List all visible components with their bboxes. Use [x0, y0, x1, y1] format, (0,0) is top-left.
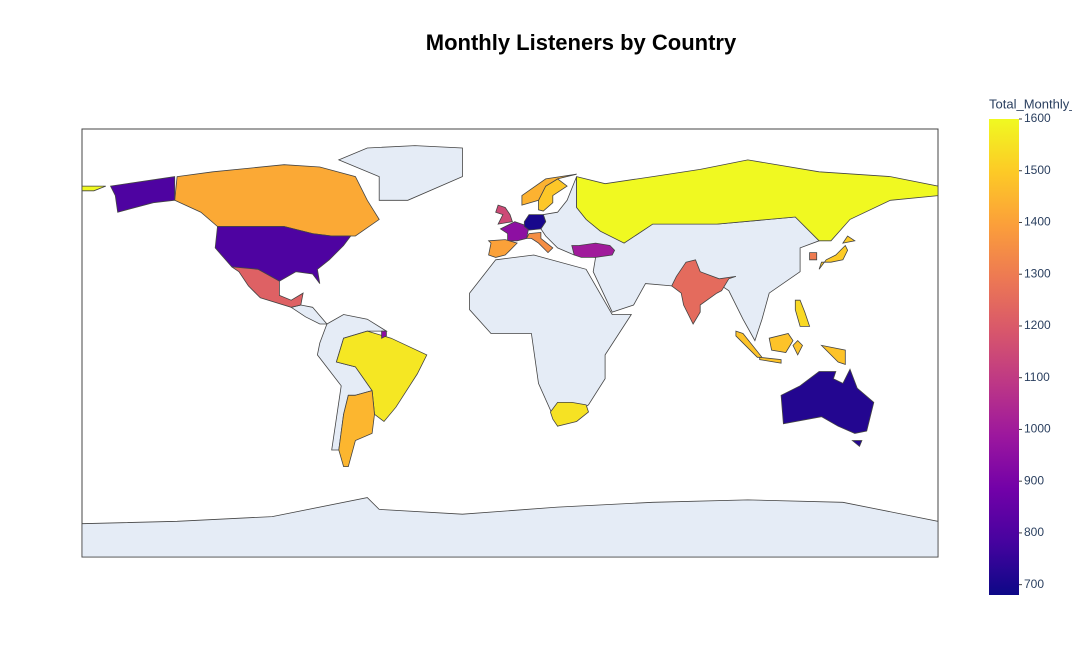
country: [174, 164, 380, 237]
country: [381, 221, 530, 339]
country: [521, 173, 577, 206]
colorbar-title: Total_Monthly_Listeners: [989, 96, 1072, 111]
country: [81, 159, 939, 244]
land: [81, 497, 939, 558]
country-layer: [81, 159, 939, 467]
country: [735, 330, 846, 365]
country: [549, 402, 589, 427]
colorbar-tick-label: 1400: [1024, 215, 1051, 229]
chart-title: Monthly Listeners by Country: [426, 30, 737, 55]
land: [337, 145, 463, 201]
country: [338, 390, 375, 467]
colorbar-tick-label: 1300: [1024, 266, 1051, 280]
country: [495, 204, 513, 225]
country: [487, 239, 518, 258]
country: [780, 368, 875, 448]
country: [523, 214, 547, 231]
land: [469, 254, 633, 427]
country: [571, 242, 616, 258]
colorbar-tick-label: 1000: [1024, 422, 1051, 436]
colorbar-tick-label: 900: [1024, 473, 1044, 487]
country: [809, 252, 818, 261]
country: [671, 259, 737, 325]
colorbar-tick-label: 1200: [1024, 318, 1051, 332]
colorbar-tick-label: 1500: [1024, 163, 1051, 177]
country: [231, 266, 304, 308]
colorbar-tick-label: 800: [1024, 525, 1044, 539]
colorbar-tick-label: 700: [1024, 577, 1044, 591]
country: [818, 235, 856, 270]
country: [335, 330, 428, 423]
colorbar-tick-label: 1600: [1024, 111, 1051, 125]
land-layer: [81, 145, 939, 558]
country: [525, 231, 554, 254]
colorbar-tick-label: 1100: [1024, 370, 1050, 384]
country: [794, 299, 811, 327]
colorbar: [989, 119, 1019, 595]
